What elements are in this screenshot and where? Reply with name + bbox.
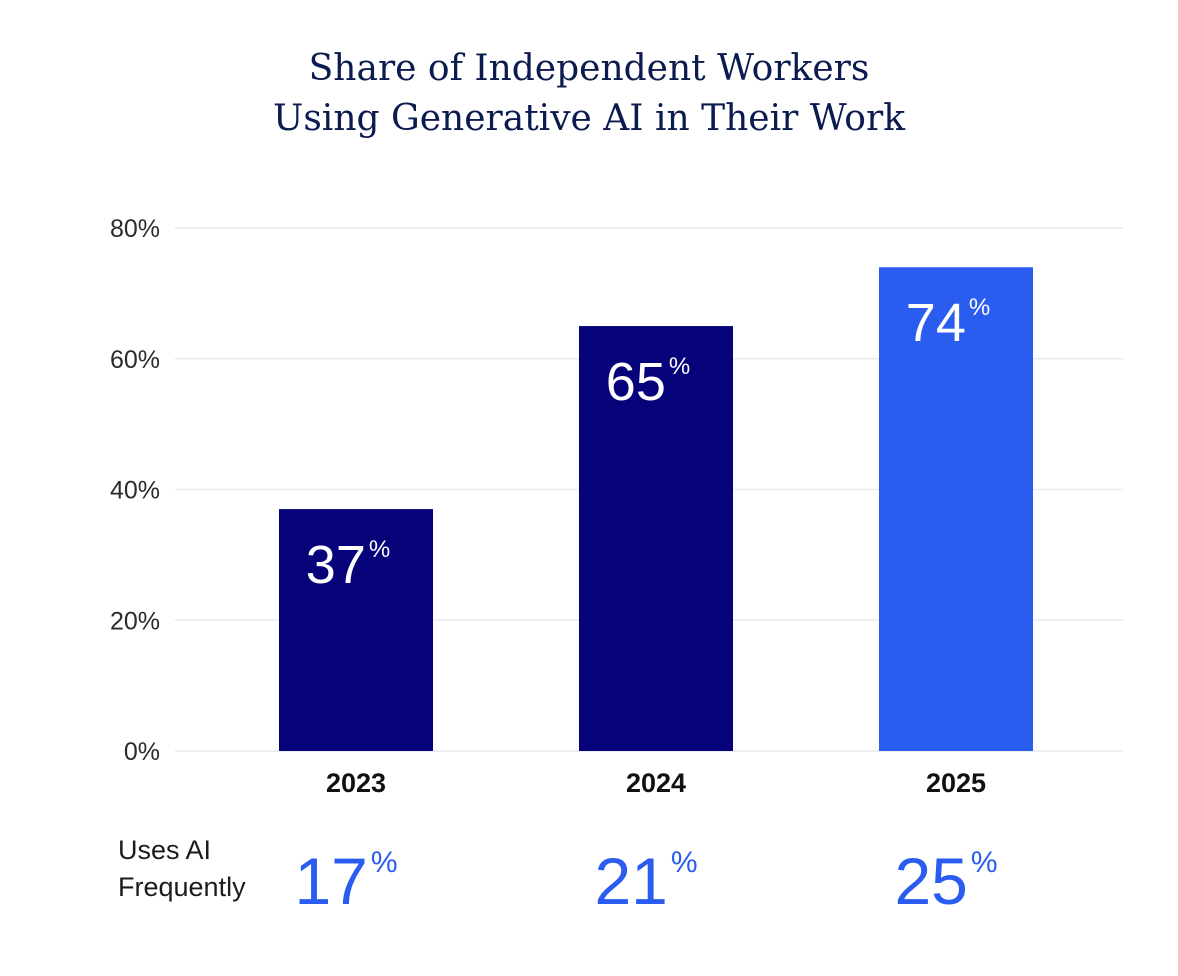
frequent-use-values: 17% 21% 25% bbox=[294, 844, 997, 918]
x-tick-label-2023: 2023 bbox=[326, 768, 386, 798]
y-tick-label-0: 0% bbox=[124, 738, 160, 766]
frequent-use-number-2023: 17 bbox=[294, 844, 367, 918]
bars bbox=[279, 267, 1033, 751]
bar-2025 bbox=[879, 267, 1033, 751]
chart-title-line-1: Share of Independent Workers bbox=[308, 48, 870, 89]
frequent-use-percent-2023: % bbox=[371, 846, 398, 879]
bar-value-label-2023: 37% bbox=[306, 535, 390, 595]
bar-value-percent-2025: % bbox=[969, 294, 990, 321]
y-axis-ticks: 0% 20% 40% 60% 80% bbox=[110, 215, 160, 766]
frequent-use-number-2025: 25 bbox=[894, 844, 967, 918]
y-tick-label-80: 80% bbox=[110, 215, 160, 243]
bar-value-number-2023: 37 bbox=[306, 535, 366, 595]
frequent-use-number-2024: 21 bbox=[594, 844, 667, 918]
x-tick-label-2025: 2025 bbox=[926, 768, 986, 798]
bar-2024 bbox=[579, 326, 733, 751]
bar-value-percent-2024: % bbox=[669, 353, 690, 380]
bar-value-percent-2023: % bbox=[369, 536, 390, 563]
frequent-use-label-line-2: Frequently bbox=[118, 872, 246, 902]
bar-value-number-2025: 74 bbox=[906, 293, 966, 353]
frequent-use-row-label: Uses AI Frequently bbox=[118, 832, 246, 906]
frequent-use-value-2025: 25% bbox=[894, 844, 997, 918]
x-tick-label-2024: 2024 bbox=[626, 768, 686, 798]
frequent-use-value-2023: 17% bbox=[294, 844, 397, 918]
x-axis-ticks: 2023 2024 2025 bbox=[326, 768, 986, 798]
frequent-use-percent-2025: % bbox=[971, 846, 998, 879]
frequent-use-percent-2024: % bbox=[671, 846, 698, 879]
bar-value-label-2025: 74% bbox=[906, 293, 990, 353]
bar-value-number-2024: 65 bbox=[606, 352, 666, 412]
chart-title-line-2: Using Generative AI in Their Work bbox=[272, 98, 906, 139]
bar-value-labels: 37 %65 %74% bbox=[306, 293, 990, 595]
y-tick-label-60: 60% bbox=[110, 346, 160, 374]
y-tick-label-20: 20% bbox=[110, 607, 160, 635]
bar-2023 bbox=[279, 509, 433, 751]
chart-title: Share of Independent Workers Using Gener… bbox=[0, 44, 1178, 144]
bar-value-label-2024: 65% bbox=[606, 352, 690, 412]
y-tick-label-40: 40% bbox=[110, 477, 160, 505]
frequent-use-label-line-1: Uses AI bbox=[118, 835, 212, 865]
frequent-use-value-2024: 21% bbox=[594, 844, 697, 918]
